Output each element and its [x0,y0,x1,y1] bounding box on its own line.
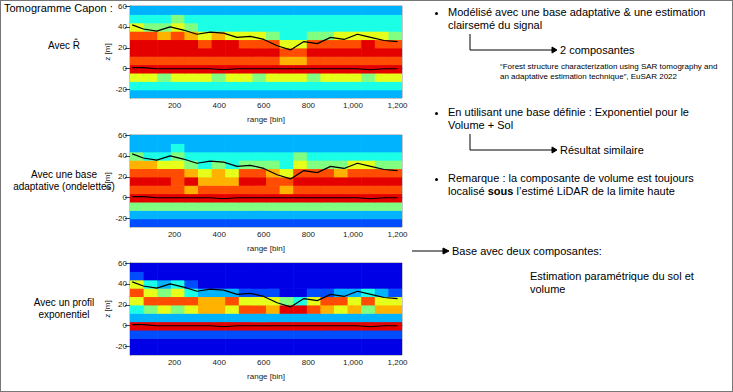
svg-text:-20: -20 [115,342,127,351]
html-text:Avec R̂: Avec R̂ [48,40,80,51]
svg-text:range [bin]: range [bin] [247,244,285,253]
svg-text:-20: -20 [115,214,127,223]
html-text:Avec une base adaptative (onde: Avec une base adaptative (ondelettes) [13,169,115,192]
svg-text:-20: -20 [115,85,127,94]
html-text:2 composantes: 2 composantes [560,44,635,56]
html-text:Remarque : la composante de vo: Remarque : la composante de volume est t… [448,172,694,197]
svg-text:40: 40 [118,279,127,288]
svg-text:200: 200 [168,101,182,110]
svg-text:1,200: 1,200 [388,358,409,367]
svg-text:20: 20 [118,300,127,309]
svg-text:0: 0 [123,64,128,73]
svg-text:20: 20 [118,43,127,52]
svg-text:400: 400 [213,358,227,367]
svg-text:800: 800 [302,358,316,367]
svg-text:60: 60 [118,131,127,140]
svg-text:60: 60 [118,2,127,11]
html-text:Tomogramme Capon :: Tomogramme Capon : [4,2,113,14]
svg-text:1,200: 1,200 [388,101,409,110]
svg-text:600: 600 [257,230,271,239]
svg-text:1,000: 1,000 [343,230,364,239]
svg-text:600: 600 [257,101,271,110]
svg-text:400: 400 [213,230,227,239]
html-text:Base avec deux composantes:: Base avec deux composantes: [452,245,602,257]
svg-text:0: 0 [123,193,128,202]
svg-text:600: 600 [257,358,271,367]
svg-text:1,000: 1,000 [343,101,364,110]
svg-text:40: 40 [118,151,127,160]
html-text:“Forest structure characteriza: “Forest structure characterization using… [500,62,718,81]
svg-text:800: 800 [302,230,316,239]
svg-text:200: 200 [168,358,182,367]
svg-text:z [m]: z [m] [103,300,112,317]
svg-text:200: 200 [168,230,182,239]
html-text:Résultat similaire: Résultat similaire [560,144,644,156]
svg-text:400: 400 [213,101,227,110]
svg-text:range [bin]: range [bin] [247,372,285,381]
svg-text:range [bin]: range [bin] [247,115,285,124]
svg-text:1,200: 1,200 [388,230,409,239]
svg-text:z [m]: z [m] [103,43,112,60]
html-text:En utilisant une base définie: En utilisant une base définie : Exponent… [448,106,689,131]
svg-text:60: 60 [118,259,127,268]
svg-text:20: 20 [118,172,127,181]
svg-text:40: 40 [118,22,127,31]
svg-text:0: 0 [123,321,128,330]
html-text:Modélisé avec une base adaptat: Modélisé avec une base adaptative & une … [448,6,706,31]
svg-text:1,000: 1,000 [343,358,364,367]
html-text:Estimation paramétrique du sol: Estimation paramétrique du sol et volume [530,270,694,295]
html-text:Avec un profil exponentiel: Avec un profil exponentiel [33,297,95,320]
svg-text:800: 800 [302,101,316,110]
